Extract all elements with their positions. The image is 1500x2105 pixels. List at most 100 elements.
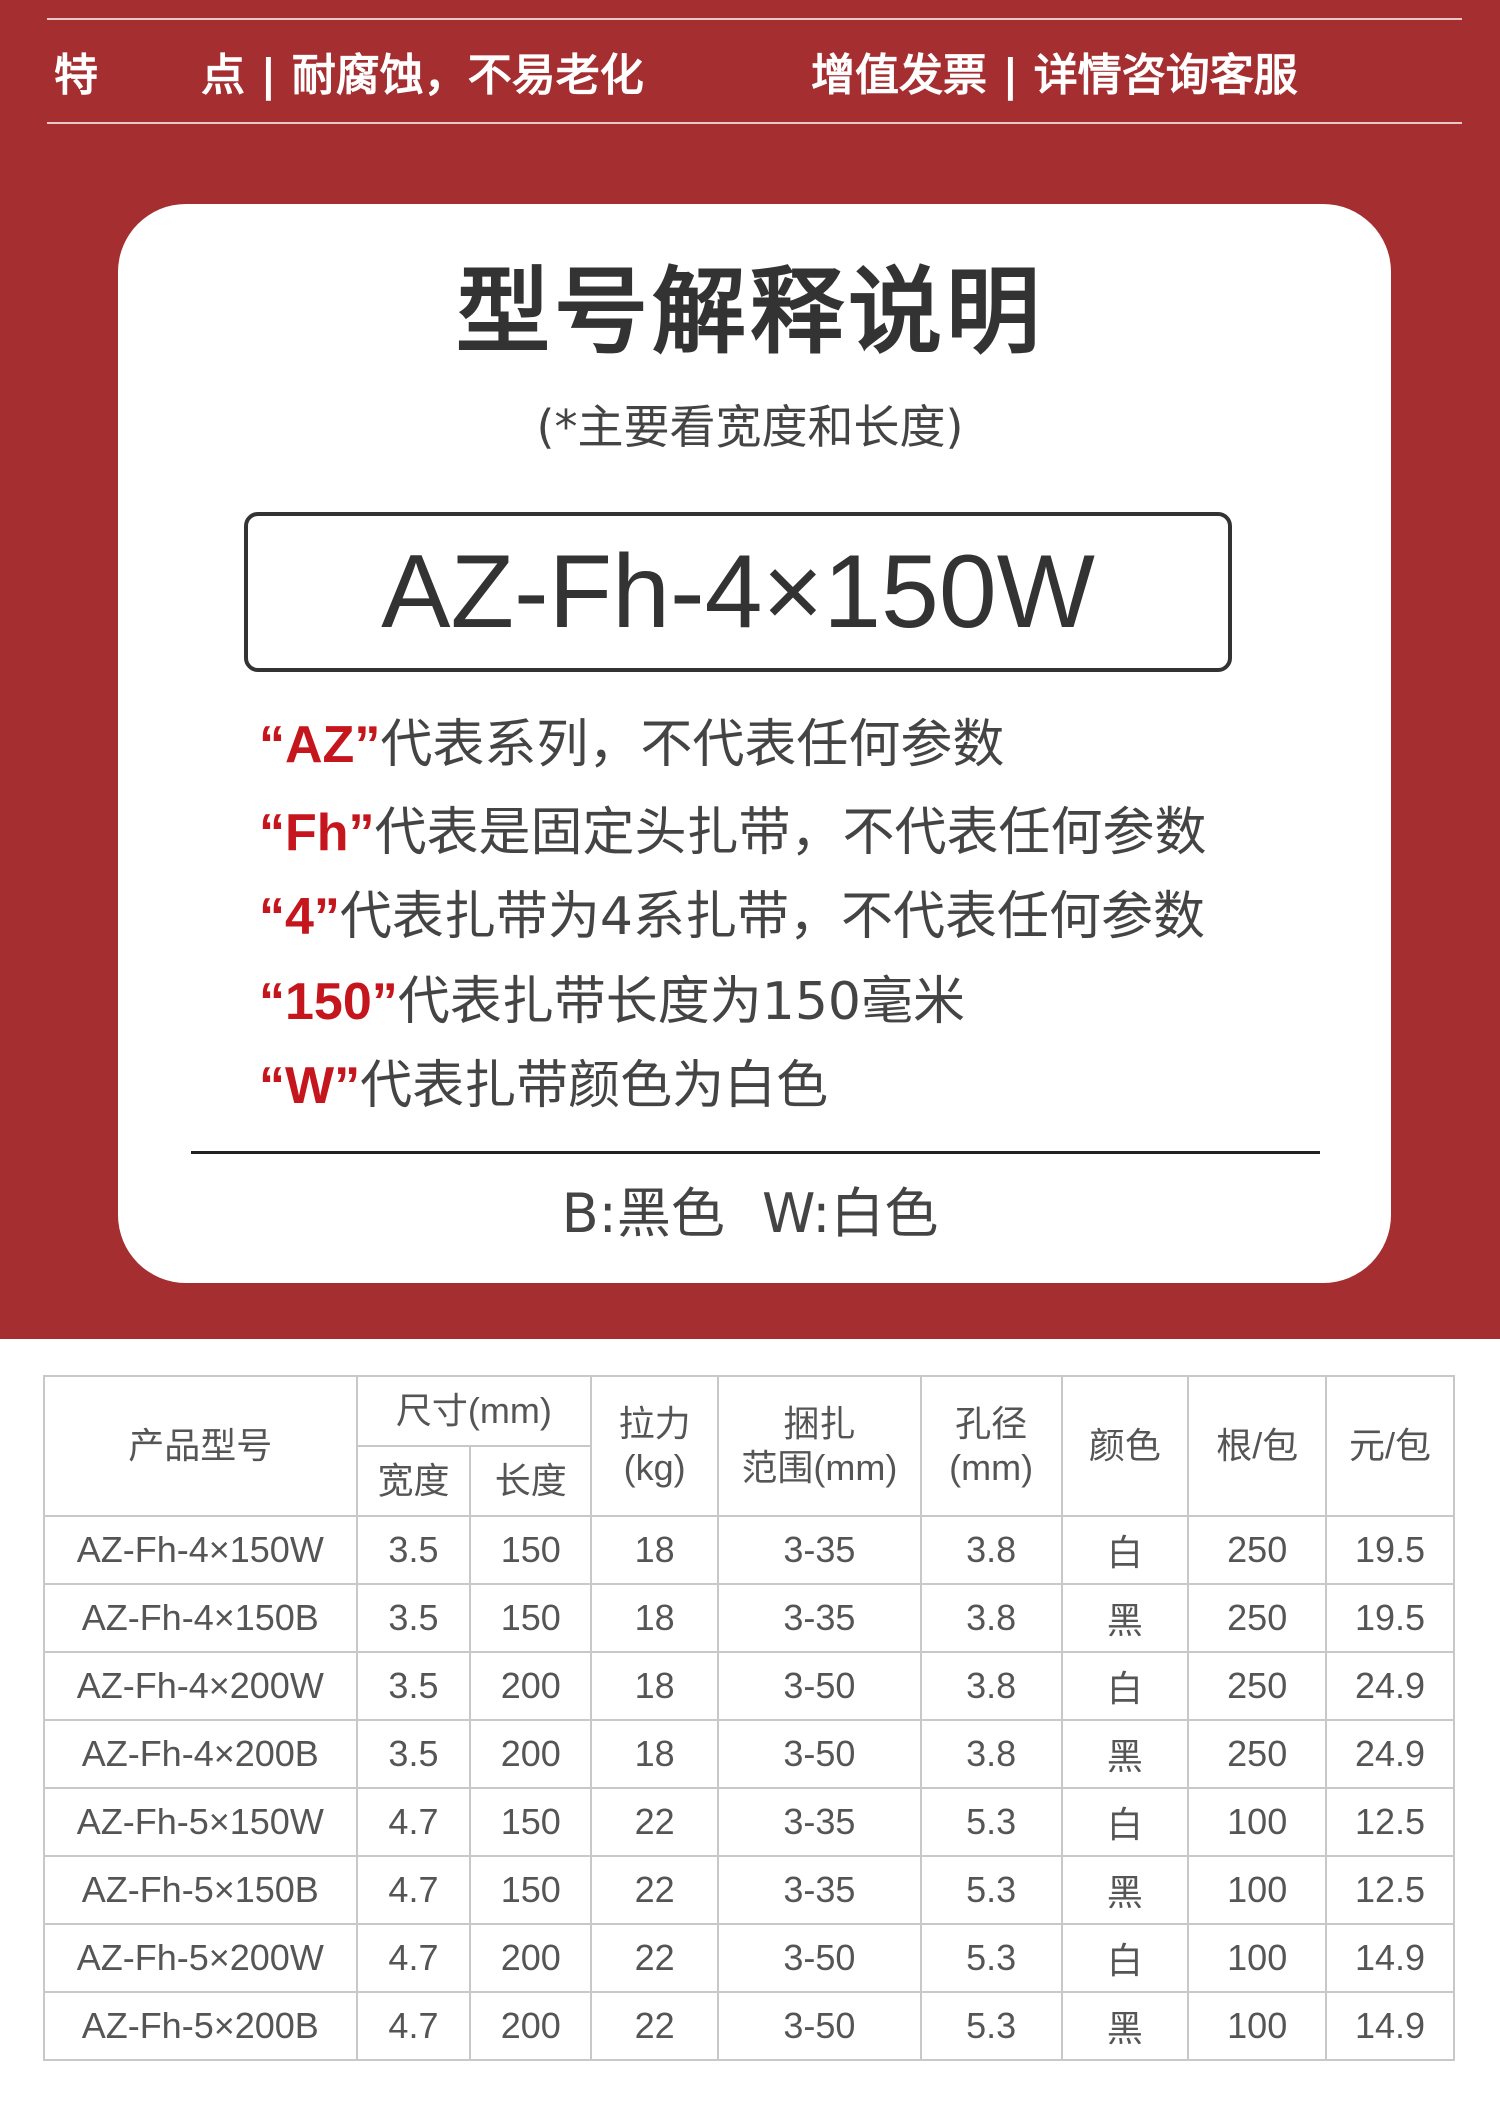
table-cell: 3-35 xyxy=(717,1855,922,1925)
header-per-pack: 根/包 xyxy=(1187,1375,1328,1517)
table-cell: 150 xyxy=(469,1515,593,1585)
card-subtitle: (*主要看宽度和长度) xyxy=(536,400,964,454)
table-cell: 黑 xyxy=(1060,1991,1190,2061)
table-row: AZ-Fh-4×150B 3.5 150 18 3-35 3.8 黑 250 19.5 xyxy=(43,1583,1455,1653)
invoice-text: 增值发票 | 详情咨询客服 xyxy=(811,50,1298,101)
explanation-code: “AZ” xyxy=(259,716,381,774)
table-cell: 3-50 xyxy=(717,1719,922,1789)
feature-text: 点 | 耐腐蚀，不易老化 xyxy=(201,50,644,101)
table-cell: 5.3 xyxy=(919,1923,1063,1993)
table-cell: 黑 xyxy=(1060,1583,1190,1653)
table-cell: 白 xyxy=(1060,1515,1190,1585)
table-cell: 150 xyxy=(469,1787,593,1857)
table-cell: 5.3 xyxy=(919,1787,1063,1857)
table-cell: 白 xyxy=(1060,1923,1190,1993)
table-row: AZ-Fh-4×200W 3.5 200 18 3-50 3.8 白 250 24.9 xyxy=(43,1651,1455,1721)
explanation-text: 代表系列，不代表任何参数 xyxy=(380,715,1005,775)
model-explanation-card xyxy=(118,204,1391,1283)
header-range: 捆扎 范围(mm) xyxy=(717,1375,922,1517)
table-cell: 200 xyxy=(469,1719,593,1789)
header-tension: 拉力 (kg) xyxy=(590,1375,720,1517)
table-cell: 3.5 xyxy=(355,1651,472,1721)
table-cell: 200 xyxy=(469,1651,593,1721)
table-cell: 14.9 xyxy=(1325,1923,1455,1993)
table-cell: 250 xyxy=(1187,1651,1328,1721)
table-row: AZ-Fh-4×200B 3.5 200 18 3-50 3.8 黑 250 24.9 xyxy=(43,1719,1455,1789)
explanation-text: 代表是固定头扎带，不代表任何参数 xyxy=(374,803,1207,863)
table-cell: 3-50 xyxy=(717,1923,922,1993)
table-cell: 3-50 xyxy=(717,1651,922,1721)
table-cell: 18 xyxy=(590,1583,720,1653)
table-cell: 18 xyxy=(590,1719,720,1789)
header-hole: 孔径 (mm) xyxy=(919,1375,1063,1517)
table-cell: 18 xyxy=(590,1515,720,1585)
explanation-code: “150” xyxy=(259,973,398,1031)
explanation-line: “Fh”代表是固定头扎带，不代表任何参数 xyxy=(259,801,1207,865)
table-cell: 150 xyxy=(469,1583,593,1653)
table-cell: 3-35 xyxy=(717,1583,922,1653)
table-cell: AZ-Fh-5×150B xyxy=(43,1855,358,1925)
table-cell: 3.5 xyxy=(355,1515,472,1585)
explanation-text: 代表扎带颜色为白色 xyxy=(360,1056,829,1116)
table-cell: 3.5 xyxy=(355,1719,472,1789)
table-cell: 3.8 xyxy=(919,1651,1063,1721)
table-cell: AZ-Fh-4×150W xyxy=(43,1515,358,1585)
header-size: 尺寸(mm) xyxy=(355,1375,593,1447)
table-cell: 3.8 xyxy=(919,1515,1063,1585)
table-cell: 白 xyxy=(1060,1651,1190,1721)
table-cell: 5.3 xyxy=(919,1855,1063,1925)
table-cell: 150 xyxy=(469,1855,593,1925)
table-cell: 3-35 xyxy=(717,1515,922,1585)
table-cell: 19.5 xyxy=(1325,1583,1455,1653)
table-cell: 250 xyxy=(1187,1719,1328,1789)
table-row: AZ-Fh-5×150W 4.7 150 22 3-35 5.3 白 100 12.5 xyxy=(43,1787,1455,1857)
spec-table: 产品型号 尺寸(mm) 拉力 (kg) 捆扎 范围(mm) 孔径 (mm) 颜色 根/… xyxy=(43,1375,1455,2061)
table-cell: 12.5 xyxy=(1325,1787,1455,1857)
table-cell: 黑 xyxy=(1060,1855,1190,1925)
header-price: 元/包 xyxy=(1325,1375,1455,1517)
table-row: AZ-Fh-5×200W 4.7 200 22 3-50 5.3 白 100 14.9 xyxy=(43,1923,1455,1993)
card-title: 型号解释说明 xyxy=(455,258,1044,367)
table-cell: 4.7 xyxy=(355,1991,472,2061)
explanation-code: “Fh” xyxy=(259,804,375,862)
feature-divider xyxy=(47,122,1462,124)
explanation-line: “4”代表扎带为4系扎带，不代表任何参数 xyxy=(259,885,1205,949)
feature-label: 特 xyxy=(54,50,98,101)
table-cell: AZ-Fh-4×200W xyxy=(43,1651,358,1721)
table-cell: 5.3 xyxy=(919,1991,1063,2061)
table-cell: 100 xyxy=(1187,1923,1328,1993)
table-cell: 100 xyxy=(1187,1787,1328,1857)
table-row: AZ-Fh-5×150B 4.7 150 22 3-35 5.3 黑 100 12.5 xyxy=(43,1855,1455,1925)
explanation-text: 代表扎带为4系扎带，不代表任何参数 xyxy=(339,887,1206,947)
header-length: 长度 xyxy=(469,1445,593,1517)
table-cell: 黑 xyxy=(1060,1719,1190,1789)
color-legend: B:黑色 W:白色 xyxy=(561,1182,939,1245)
table-cell: AZ-Fh-5×150W xyxy=(43,1787,358,1857)
table-cell: 3.8 xyxy=(919,1719,1063,1789)
table-cell: 22 xyxy=(590,1855,720,1925)
table-cell: 12.5 xyxy=(1325,1855,1455,1925)
table-cell: AZ-Fh-4×200B xyxy=(43,1719,358,1789)
explanation-line: “150”代表扎带长度为150毫米 xyxy=(259,970,965,1034)
table-cell: 24.9 xyxy=(1325,1651,1455,1721)
table-cell: 250 xyxy=(1187,1515,1328,1585)
table-cell: 白 xyxy=(1060,1787,1190,1857)
table-cell: 19.5 xyxy=(1325,1515,1455,1585)
table-cell: 18 xyxy=(590,1651,720,1721)
table-cell: 22 xyxy=(590,1787,720,1857)
table-cell: 22 xyxy=(590,1991,720,2061)
table-row: AZ-Fh-5×200B 4.7 200 22 3-50 5.3 黑 100 14.9 xyxy=(43,1991,1455,2061)
explanation-line: “W”代表扎带颜色为白色 xyxy=(259,1054,828,1118)
explanation-line: “AZ”代表系列，不代表任何参数 xyxy=(259,713,1004,777)
table-cell: 3.8 xyxy=(919,1583,1063,1653)
table-cell: 200 xyxy=(469,1923,593,1993)
table-cell: 100 xyxy=(1187,1855,1328,1925)
table-cell: 100 xyxy=(1187,1991,1328,2061)
explanation-code: “4” xyxy=(259,888,340,946)
table-row: AZ-Fh-4×150W 3.5 150 18 3-35 3.8 白 250 19.5 xyxy=(43,1515,1455,1585)
header-width: 宽度 xyxy=(355,1445,472,1517)
table-cell: AZ-Fh-5×200W xyxy=(43,1923,358,1993)
top-divider xyxy=(47,18,1462,20)
table-cell: 22 xyxy=(590,1923,720,1993)
table-cell: 3-50 xyxy=(717,1991,922,2061)
